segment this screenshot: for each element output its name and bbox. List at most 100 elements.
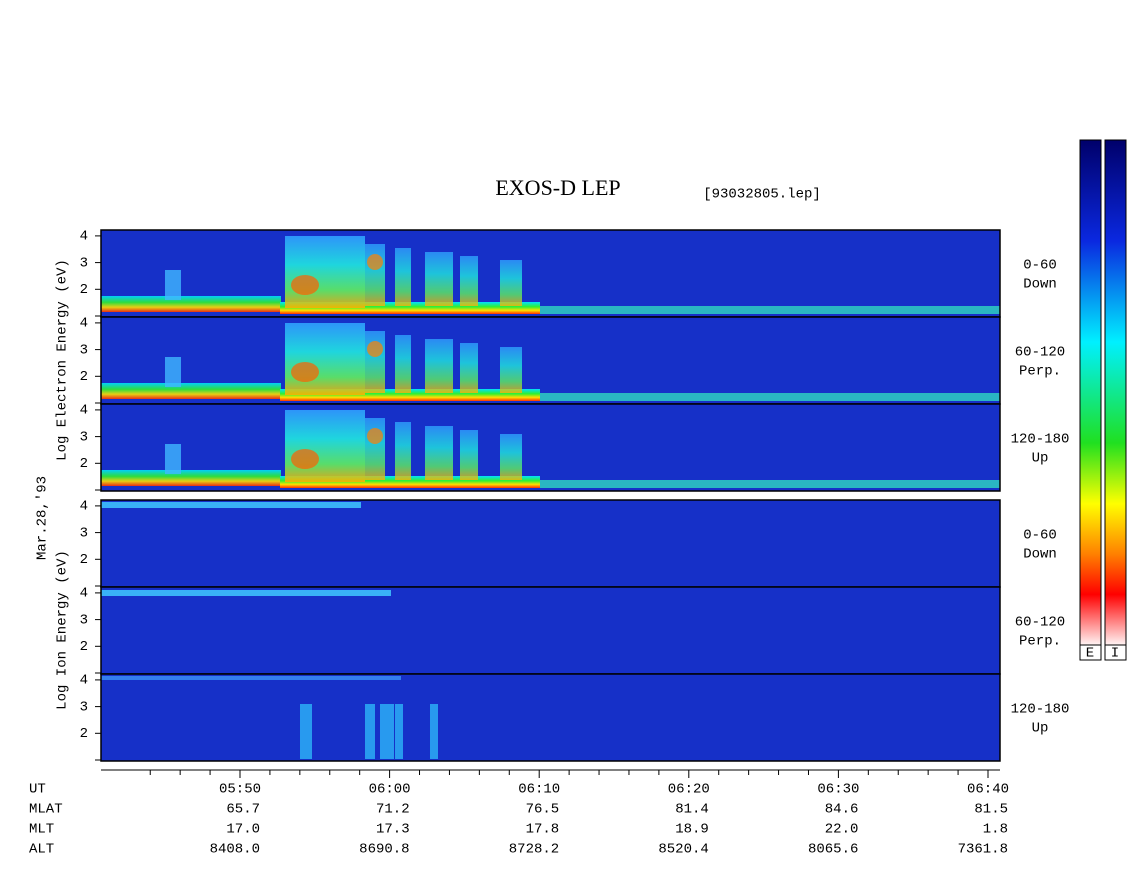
ephemeris-value: 81.4	[675, 802, 709, 818]
spectrum-band	[540, 306, 1000, 314]
date: Mar.28,'93	[35, 476, 51, 560]
panel-label: 120-180	[1011, 702, 1070, 718]
spectrum-blob	[367, 254, 383, 270]
spectrum-blob	[291, 275, 319, 295]
spectrum-blob	[460, 256, 478, 306]
spectrum-band	[101, 502, 361, 508]
ephemeris-value: 8690.8	[359, 842, 409, 858]
ephemeris-value: 17.3	[376, 822, 410, 838]
spectrum-band	[101, 590, 391, 596]
y-tick-label: 3	[80, 255, 88, 271]
spectrum-blob	[425, 252, 453, 306]
y-tick-label: 3	[80, 525, 88, 541]
ephemeris-value: 7361.8	[958, 842, 1008, 858]
spectrum-blob	[425, 339, 453, 393]
y-tick-label: 2	[80, 726, 88, 742]
spectrum-blob	[291, 449, 319, 469]
time-label: 06:00	[369, 782, 411, 798]
spectrum-blob	[395, 704, 403, 759]
panel-frame	[100, 403, 1001, 492]
time-label: 06:20	[668, 782, 710, 798]
spectrum-blob	[367, 341, 383, 357]
ephemeris-value: 71.2	[376, 802, 410, 818]
y-tick-label: 2	[80, 639, 88, 655]
ephemeris-value: 17.0	[226, 822, 260, 838]
y-tick-label: 4	[80, 316, 88, 332]
panel-label: 0-60	[1023, 258, 1057, 274]
y-tick-label: 4	[80, 586, 88, 602]
ephemeris-value: 8520.4	[658, 842, 708, 858]
panel-label: 60-120	[1015, 345, 1065, 361]
y-tick-label: 2	[80, 369, 88, 385]
axis-label: Log Ion Energy (eV)	[55, 550, 71, 710]
spectrum-blob	[460, 343, 478, 393]
panel-label: Down	[1023, 547, 1057, 563]
ephemeris-value: 81.5	[974, 802, 1008, 818]
spectrum-blob	[365, 418, 385, 480]
spectrum-blob	[425, 426, 453, 480]
spectrum-blob	[395, 422, 411, 480]
spectrum-blob	[165, 270, 181, 300]
panel-label: 0-60	[1023, 528, 1057, 544]
ephemeris-value: 8408.0	[210, 842, 260, 858]
panel-background	[101, 587, 1000, 674]
time-label: 05:50	[219, 782, 261, 798]
ephemeris-name: ALT	[29, 842, 54, 858]
y-tick-label: 2	[80, 456, 88, 472]
spectrum-blob	[285, 410, 365, 482]
axis-label: Log Electron Energy (eV)	[55, 259, 71, 461]
spectrum-blob	[500, 260, 522, 306]
ephemeris-value: 8728.2	[509, 842, 559, 858]
ephemeris-value: 8065.6	[808, 842, 858, 858]
ephemeris-value: 65.7	[226, 802, 260, 818]
y-tick-label: 2	[80, 552, 88, 568]
spectrum-blob	[395, 248, 411, 306]
spectrum-blob	[395, 335, 411, 393]
colorbar-label: I	[1111, 646, 1119, 662]
spectrum-blob	[380, 704, 394, 759]
panel-label: Up	[1032, 451, 1049, 467]
file-name: [93032805.lep]	[703, 187, 821, 203]
y-tick-label: 4	[80, 499, 88, 515]
spectrum-band	[540, 480, 1000, 488]
ephemeris-value: 17.8	[526, 822, 560, 838]
ephemeris-value: 18.9	[675, 822, 709, 838]
y-tick-label: 3	[80, 429, 88, 445]
ephemeris-name: MLAT	[29, 802, 63, 818]
panel-background	[101, 500, 1000, 587]
spectrum-blob	[460, 430, 478, 480]
time-label: 06:30	[817, 782, 859, 798]
colorbar	[1104, 139, 1127, 646]
panel-label: 60-120	[1015, 615, 1065, 631]
colorbar-label: E	[1086, 646, 1094, 662]
y-tick-label: 3	[80, 342, 88, 358]
spectrum-blob	[300, 704, 312, 759]
ephemeris-value: 84.6	[825, 802, 859, 818]
spectrum-blob	[365, 244, 385, 306]
y-tick-label: 4	[80, 403, 88, 419]
spectrum-blob	[367, 428, 383, 444]
spectrum-blob	[500, 434, 522, 480]
spectrum-blob	[285, 236, 365, 308]
ephemeris-value: 22.0	[825, 822, 859, 838]
spectrum-band	[101, 296, 281, 312]
spectrum-blob	[365, 331, 385, 393]
panel-background	[101, 674, 1000, 761]
colorbar-box	[1079, 644, 1102, 661]
spectrum-blob	[291, 362, 319, 382]
spectrum-blob	[285, 323, 365, 395]
y-tick-label: 3	[80, 612, 88, 628]
ephemeris-name: UT	[29, 782, 46, 798]
spectrum-band	[101, 470, 281, 486]
spectrum-blob	[365, 704, 375, 759]
y-tick-label: 4	[80, 229, 88, 245]
spectrum-blob	[165, 444, 181, 474]
panel-label: 120-180	[1011, 432, 1070, 448]
y-tick-label: 2	[80, 282, 88, 298]
panel-label: Down	[1023, 277, 1057, 293]
ephemeris-name: MLT	[29, 822, 54, 838]
spectrum-band	[540, 393, 1000, 401]
title: EXOS-D LEP	[495, 175, 620, 200]
y-tick-label: 3	[80, 699, 88, 715]
